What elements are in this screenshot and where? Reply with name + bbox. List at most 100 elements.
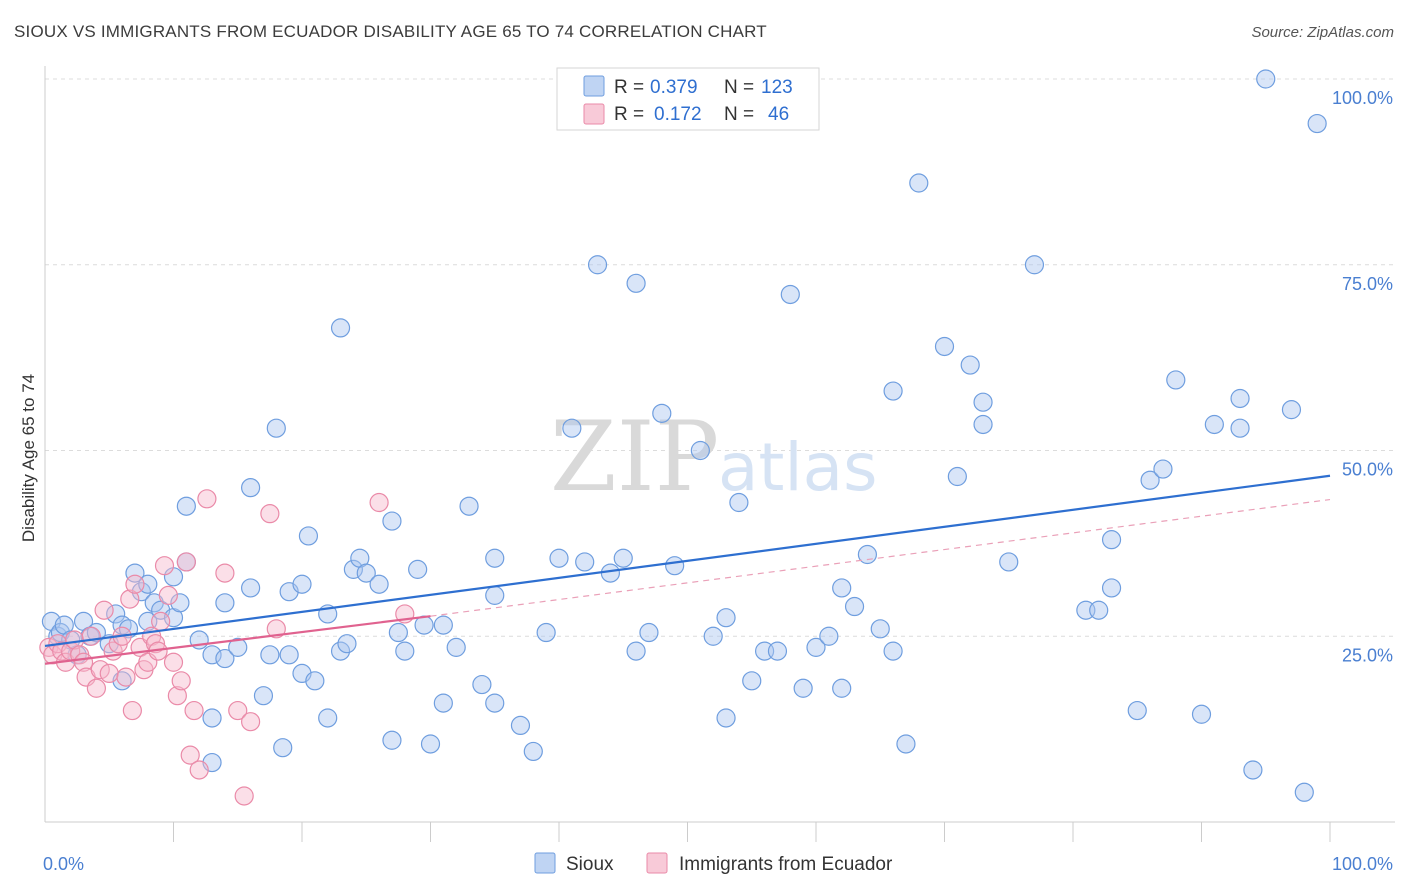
sioux-point (549, 548, 569, 568)
sioux-point (106, 604, 126, 624)
sioux-point (613, 548, 633, 568)
ecuador-point (266, 619, 286, 639)
sioux-point (202, 645, 222, 665)
sioux-point (587, 255, 608, 275)
sioux-point (446, 637, 466, 657)
legend-r-label-sioux: R = (614, 77, 644, 98)
sioux-point (253, 686, 274, 706)
sioux-point (793, 678, 813, 698)
sioux-point (337, 634, 357, 654)
gridlines (45, 78, 1395, 637)
ecuador-point (145, 634, 166, 654)
sioux-point (343, 559, 363, 579)
ecuador-point (189, 760, 209, 780)
sioux-point (832, 678, 852, 698)
sioux-point (1230, 418, 1250, 438)
sioux-point (1230, 388, 1250, 409)
ecuador-point (158, 585, 178, 605)
sioux-point (716, 708, 736, 728)
ecuador-point (228, 700, 248, 721)
scatter-points (39, 69, 1327, 806)
sioux-point (131, 582, 151, 602)
sioux-point (1024, 255, 1045, 275)
sioux-point (408, 559, 428, 579)
sioux-trend-line (44, 474, 1331, 647)
sioux-point (536, 622, 556, 643)
sioux-point (665, 556, 685, 576)
bottom-legend-label-sioux[interactable]: Sioux (566, 854, 614, 875)
sioux-point (485, 548, 505, 568)
bottom-legend-swatch-sioux[interactable] (534, 852, 556, 874)
sioux-point (819, 626, 839, 646)
sioux-point (459, 496, 479, 516)
sioux-point (870, 619, 890, 639)
sioux-point (241, 578, 261, 598)
ecuador-point (116, 667, 136, 687)
sioux-point (1089, 600, 1109, 620)
sioux-point (716, 608, 736, 628)
sioux-point (266, 418, 286, 438)
ecuador-point (197, 489, 217, 509)
ecuador-point (122, 700, 142, 721)
y-tick-label: 75.0% (1342, 274, 1393, 294)
x-tick-label: 100.0% (1332, 854, 1393, 874)
sioux-point (690, 440, 710, 461)
y-axis-label: Disability Age 65 to 74 (19, 374, 38, 542)
sioux-point (1294, 782, 1314, 802)
legend-n-label-sioux: N = (724, 77, 754, 98)
sioux-point (228, 637, 248, 657)
ecuador-point (260, 504, 280, 524)
sioux-point (575, 552, 595, 572)
y-tick-label: 50.0% (1342, 460, 1393, 480)
bottom-legend-swatch-ecuador[interactable] (646, 852, 668, 874)
ecuador-trend-line (44, 615, 431, 665)
sioux-point (369, 574, 389, 594)
sioux-point (1101, 530, 1122, 550)
sioux-point (909, 173, 929, 193)
sioux-point (485, 693, 505, 713)
ecuador-point (241, 712, 261, 732)
sioux-point (125, 563, 145, 583)
sioux-point (382, 730, 402, 750)
sioux-point (999, 552, 1019, 572)
ecuador-point (151, 611, 171, 631)
series-ecuador (39, 489, 415, 806)
sioux-point (356, 563, 376, 583)
sioux-point (1153, 459, 1173, 479)
sioux-point (260, 645, 280, 665)
sioux-point (973, 392, 993, 412)
sioux-point (780, 284, 800, 305)
sioux-point (934, 336, 955, 357)
sioux-point (973, 414, 993, 435)
legend-n-value-sioux: 123 (761, 77, 793, 98)
sioux-point (318, 708, 338, 728)
series-legend: Sioux Immigrants from Ecuador (534, 852, 893, 875)
watermark-zip: ZIP (550, 401, 719, 513)
sioux-point (947, 466, 967, 487)
sioux-point (305, 671, 325, 691)
sioux-point (215, 593, 235, 613)
legend-r-value-ecuador: 0.172 (654, 104, 702, 125)
sioux-point (1204, 414, 1224, 435)
sioux-point (639, 622, 659, 643)
sioux-point (767, 641, 788, 661)
sioux-point (292, 574, 312, 594)
sioux-point (960, 355, 980, 375)
sioux-point (1101, 578, 1122, 598)
sioux-point (330, 641, 351, 661)
sioux-point (626, 273, 646, 293)
sioux-point (562, 418, 582, 438)
sioux-point (1281, 400, 1302, 420)
sioux-point (652, 403, 672, 423)
x-tick-labels: 0.0% 100.0% (43, 854, 1393, 874)
sioux-point (433, 615, 453, 635)
sioux-point (382, 511, 402, 531)
bottom-legend-label-ecuador[interactable]: Immigrants from Ecuador (679, 854, 893, 875)
ecuador-point (176, 552, 196, 572)
sioux-point (170, 593, 190, 613)
source-credit: Source: ZipAtlas.com (1251, 24, 1394, 41)
legend-swatch-ecuador (583, 103, 605, 125)
sioux-point (703, 626, 723, 646)
trend-lines (44, 474, 1331, 665)
ecuador-trend-extension (430, 498, 1331, 617)
